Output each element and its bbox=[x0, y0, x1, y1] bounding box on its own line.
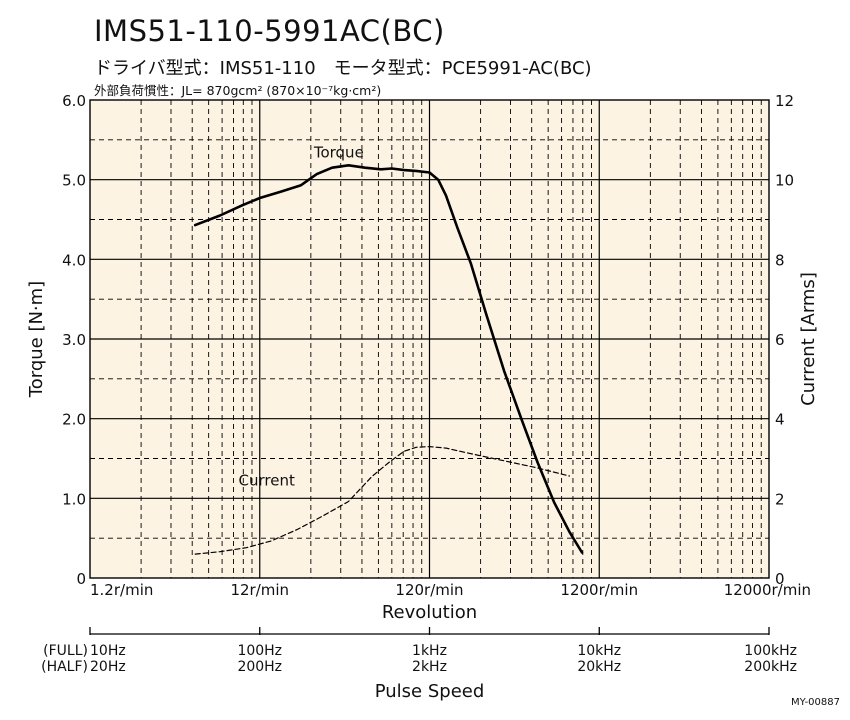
pulse-half-label: 200kHz bbox=[744, 659, 797, 675]
y-tick-label: 6.0 bbox=[62, 92, 86, 110]
plot-frame bbox=[89, 99, 770, 579]
y2-tick-label: 10 bbox=[775, 172, 794, 190]
pulse-half-label: 20Hz bbox=[90, 659, 126, 675]
tick-labels: 0 1.0 2.0 3.0 4.0 5.0 6.0 0 2 4 6 8 10 12 1.2r/min 12r/… bbox=[26, 92, 819, 623]
pulse-half-label: 200Hz bbox=[237, 659, 282, 675]
pulse-full-label: 10Hz bbox=[90, 643, 126, 659]
pulse-half-label: 2kHz bbox=[412, 659, 447, 675]
series-layer bbox=[193, 164, 584, 555]
inertia-note: 外部負荷慣性：JL= 870gcm² (870×10⁻⁷kg·cm²) bbox=[94, 83, 382, 98]
x-tick-label: 12000r/min bbox=[724, 581, 811, 599]
grid bbox=[90, 100, 769, 578]
y2-tick-label: 12 bbox=[775, 92, 794, 110]
x-axis-label: Revolution bbox=[382, 602, 477, 623]
y-tick-label: 1.0 bbox=[62, 490, 86, 508]
x-tick-label: 120r/min bbox=[395, 581, 463, 599]
y-tick-label: 4.0 bbox=[62, 251, 86, 269]
y-tick-label: 5.0 bbox=[62, 172, 86, 190]
x-tick-label: 12r/min bbox=[230, 581, 289, 599]
pulse-row-label-half: (HALF) bbox=[41, 659, 88, 675]
pulse-axis-label: Pulse Speed bbox=[375, 681, 485, 702]
pulse-full-label: 10kHz bbox=[577, 643, 621, 659]
y2-tick-label: 6 bbox=[775, 331, 785, 349]
series-current-line bbox=[194, 446, 571, 555]
pulse-half-label: 20kHz bbox=[577, 659, 621, 675]
x-tick-label: 1200r/min bbox=[560, 581, 638, 599]
pulse-full-label: 100Hz bbox=[237, 643, 282, 659]
y-tick-label: 0 bbox=[76, 570, 86, 588]
y-axis-label: Torque [N·m] bbox=[26, 281, 47, 398]
y2-axis-label: Current [Arms] bbox=[798, 272, 819, 406]
pulse-row-label-full: (FULL) bbox=[43, 643, 88, 659]
y-tick-label: 2.0 bbox=[62, 411, 86, 429]
y2-tick-label: 4 bbox=[775, 411, 785, 429]
x-tick-label: 1.2r/min bbox=[90, 581, 153, 599]
annotation-torque: Torque bbox=[313, 143, 364, 161]
series-torque-line bbox=[193, 164, 584, 554]
y-tick-label: 3.0 bbox=[62, 331, 86, 349]
chart-title: IMS51-110-5991AC(BC) bbox=[94, 14, 445, 48]
y2-tick-label: 8 bbox=[775, 251, 785, 269]
pulse-full-label: 1kHz bbox=[412, 643, 447, 659]
pulse-full-label: 100kHz bbox=[744, 643, 797, 659]
y2-tick-label: 0 bbox=[775, 570, 785, 588]
figure-code: MY-00887 bbox=[791, 697, 840, 708]
y2-tick-label: 2 bbox=[775, 490, 785, 508]
annotation-current: Current bbox=[239, 472, 295, 490]
model-subtitle: ドライバ型式：IMS51-110 モータ型式：PCE5991-AC(BC) bbox=[94, 58, 592, 79]
